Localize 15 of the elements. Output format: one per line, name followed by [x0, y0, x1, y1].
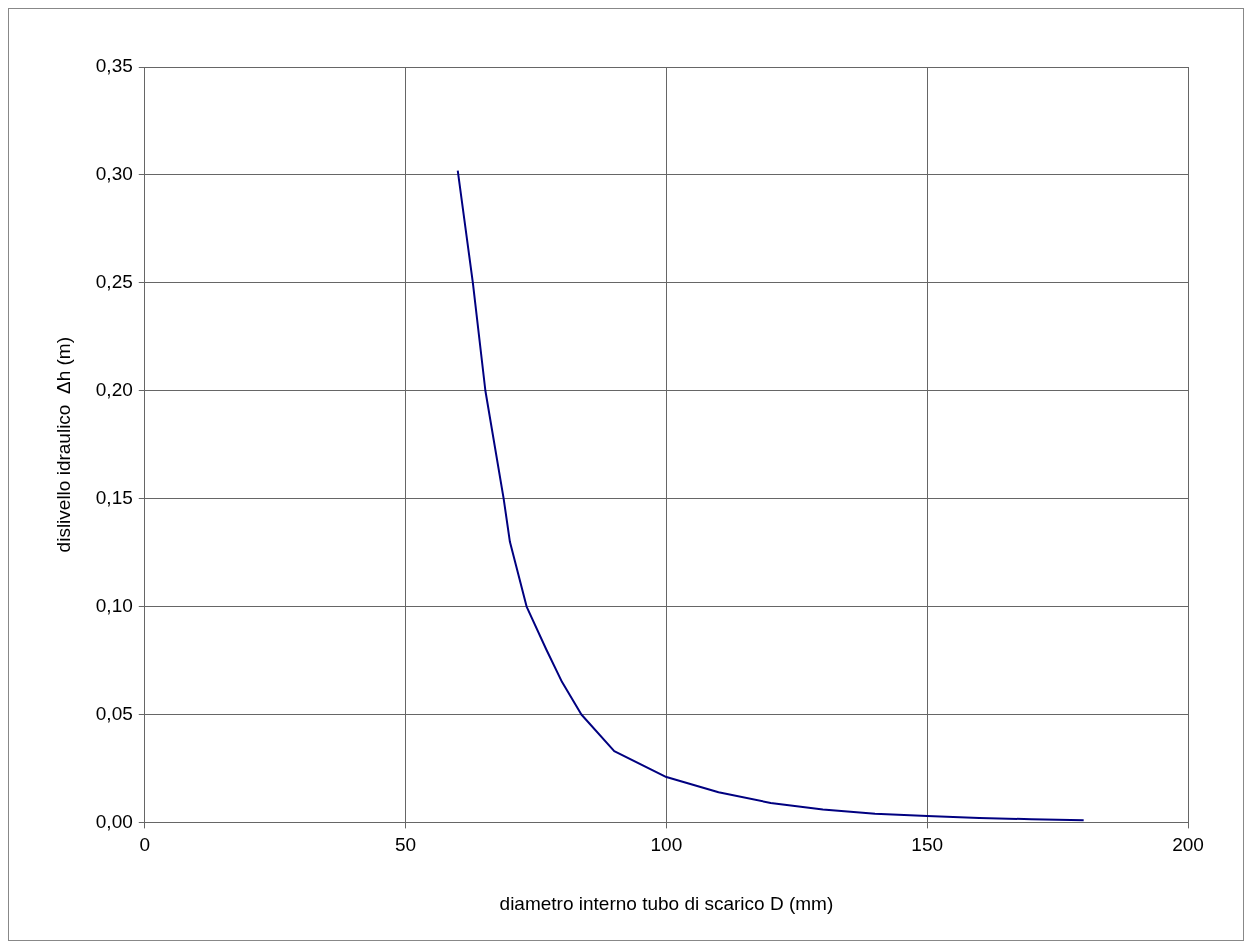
y-tick-label: 0,10: [95, 594, 133, 616]
x-tick-label: 150: [911, 834, 944, 856]
x-axis-title: diametro interno tubo di scarico D (mm): [499, 892, 834, 914]
y-tick-label: 0,20: [95, 378, 133, 400]
x-tick-label: 200: [1172, 834, 1204, 856]
y-axis-title: dislivello idraulico Δh (m): [52, 336, 74, 553]
x-tick-label: 0: [139, 834, 151, 856]
y-tick-label: 0,30: [95, 163, 133, 185]
y-tick-label: 0,15: [95, 486, 133, 508]
y-tick-label: 0,05: [95, 702, 133, 724]
y-tick-label: 0,35: [95, 55, 133, 77]
x-tick-label: 100: [650, 834, 683, 856]
y-tick-label: 0,00: [95, 810, 133, 832]
x-tick-label: 50: [395, 834, 417, 856]
y-tick-label: 0,25: [95, 271, 133, 293]
